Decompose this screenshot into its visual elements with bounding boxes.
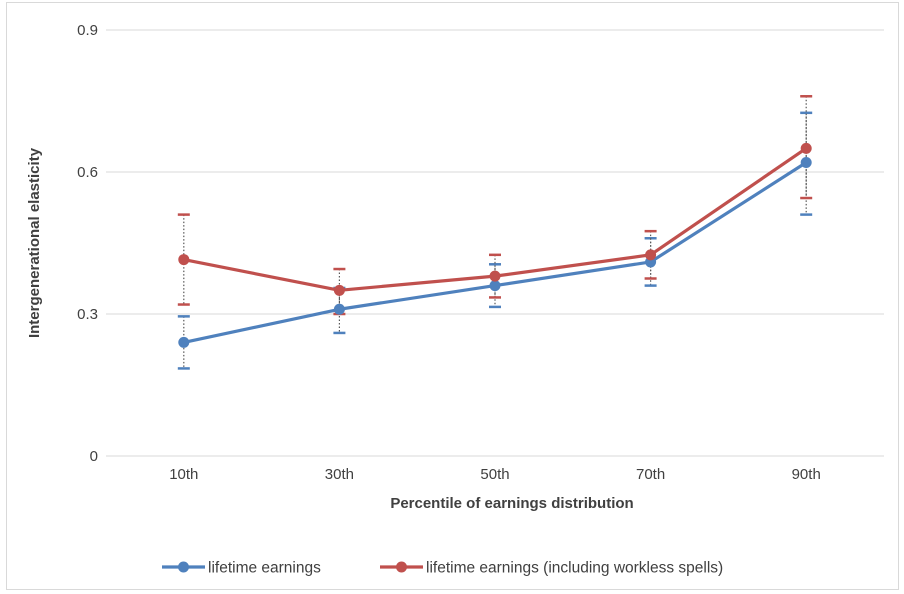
x-tick-label: 10th <box>169 466 198 483</box>
y-axis-ticks: 0 0.3 0.6 0.9 <box>77 22 98 465</box>
legend: lifetime earnings lifetime earnings (incl… <box>162 560 723 577</box>
y-tick-label: 0 <box>90 448 98 465</box>
data-point <box>489 280 501 292</box>
data-point <box>178 254 190 266</box>
x-tick-label: 70th <box>636 466 665 483</box>
data-point <box>645 249 657 261</box>
chart-frame <box>6 2 899 590</box>
legend-marker-1 <box>178 561 189 573</box>
y-tick-label: 0.6 <box>77 164 98 181</box>
error-bars <box>177 95 813 370</box>
x-tick-label: 30th <box>325 466 354 483</box>
x-tick-label: 90th <box>792 466 821 483</box>
data-point <box>489 270 501 282</box>
series-points <box>178 142 812 348</box>
data-point <box>800 142 812 154</box>
y-axis-title: Intergenerational elasticity <box>26 147 43 338</box>
legend-label-1: lifetime earnings <box>208 560 321 577</box>
legend-label-2: lifetime earnings (including workless sp… <box>426 560 723 577</box>
x-axis-ticks: 10th 30th 50th 70th 90th <box>169 466 821 483</box>
series-lines <box>182 146 808 344</box>
data-point <box>800 157 812 169</box>
x-tick-label: 50th <box>480 466 509 483</box>
series-line-1 <box>182 160 808 344</box>
y-tick-label: 0.9 <box>77 22 98 39</box>
legend-marker-2 <box>396 561 407 573</box>
data-point <box>333 303 345 315</box>
y-tick-label: 0.3 <box>77 306 98 323</box>
data-point <box>178 336 190 348</box>
data-point <box>333 284 345 296</box>
gridlines <box>106 29 884 457</box>
x-axis-title: Percentile of earnings distribution <box>390 495 633 512</box>
